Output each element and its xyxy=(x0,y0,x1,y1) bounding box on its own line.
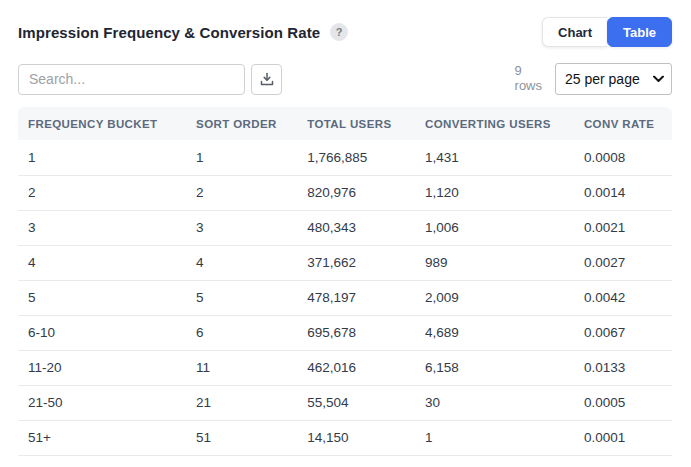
page-size-select[interactable]: 25 per page xyxy=(555,63,672,95)
cell-sort-order: 3 xyxy=(186,210,297,245)
cell-frequency-bucket: 21-50 xyxy=(18,385,186,420)
cell-converting-users: 30 xyxy=(415,385,574,420)
cell-conv-rate: 0.0042 xyxy=(574,280,672,315)
table-row: 1 1 1,766,885 1,431 0.0008 xyxy=(18,140,672,175)
cell-sort-order: 21 xyxy=(186,385,297,420)
cell-frequency-bucket: 5 xyxy=(18,280,186,315)
cell-frequency-bucket: 51+ xyxy=(18,420,186,455)
cell-converting-users: 1,006 xyxy=(415,210,574,245)
cell-conv-rate: 0.0067 xyxy=(574,315,672,350)
cell-sort-order: 51 xyxy=(186,420,297,455)
cell-total-users: 1,766,885 xyxy=(297,140,415,175)
row-count-label: rows xyxy=(515,79,542,94)
page-title: Impression Frequency & Conversion Rate xyxy=(18,24,320,41)
cell-conv-rate: 0.0008 xyxy=(574,140,672,175)
help-icon[interactable]: ? xyxy=(330,23,348,41)
cell-sort-order: 11 xyxy=(186,350,297,385)
cell-sort-order: 4 xyxy=(186,245,297,280)
frequency-table: Frequency Bucket Sort Order Total Users … xyxy=(18,107,672,456)
cell-frequency-bucket: 11-20 xyxy=(18,350,186,385)
cell-total-users: 695,678 xyxy=(297,315,415,350)
table-row: 3 3 480,343 1,006 0.0021 xyxy=(18,210,672,245)
cell-sort-order: 6 xyxy=(186,315,297,350)
controls-row: 9 rows 25 per page xyxy=(18,63,672,95)
cell-sort-order: 1 xyxy=(186,140,297,175)
cell-total-users: 480,343 xyxy=(297,210,415,245)
column-header-converting-users[interactable]: Converting Users xyxy=(415,107,574,140)
download-icon xyxy=(260,72,274,86)
title-row: Impression Frequency & Conversion Rate ?… xyxy=(18,16,672,48)
table-row: 6-10 6 695,678 4,689 0.0067 xyxy=(18,315,672,350)
table-body: 1 1 1,766,885 1,431 0.0008 2 2 820,976 1… xyxy=(18,140,672,455)
cell-frequency-bucket: 1 xyxy=(18,140,186,175)
table-row: 51+ 51 14,150 1 0.0001 xyxy=(18,420,672,455)
table-row: 2 2 820,976 1,120 0.0014 xyxy=(18,175,672,210)
column-header-total-users[interactable]: Total Users xyxy=(297,107,415,140)
cell-conv-rate: 0.0014 xyxy=(574,175,672,210)
cell-converting-users: 2,009 xyxy=(415,280,574,315)
cell-total-users: 55,504 xyxy=(297,385,415,420)
cell-total-users: 478,197 xyxy=(297,280,415,315)
column-header-conv-rate[interactable]: Conv Rate xyxy=(574,107,672,140)
cell-frequency-bucket: 6-10 xyxy=(18,315,186,350)
cell-converting-users: 1,120 xyxy=(415,175,574,210)
table-row: 4 4 371,662 989 0.0027 xyxy=(18,245,672,280)
row-count: 9 rows xyxy=(515,64,542,94)
cell-converting-users: 1,431 xyxy=(415,140,574,175)
table-header-row: Frequency Bucket Sort Order Total Users … xyxy=(18,107,672,140)
column-header-sort-order[interactable]: Sort Order xyxy=(186,107,297,140)
cell-sort-order: 5 xyxy=(186,280,297,315)
column-header-frequency-bucket[interactable]: Frequency Bucket xyxy=(18,107,186,140)
cell-total-users: 371,662 xyxy=(297,245,415,280)
cell-conv-rate: 0.0001 xyxy=(574,420,672,455)
table-row: 11-20 11 462,016 6,158 0.0133 xyxy=(18,350,672,385)
cell-total-users: 820,976 xyxy=(297,175,415,210)
cell-conv-rate: 0.0005 xyxy=(574,385,672,420)
impression-frequency-widget: Impression Frequency & Conversion Rate ?… xyxy=(0,0,691,456)
cell-conv-rate: 0.0021 xyxy=(574,210,672,245)
cell-converting-users: 6,158 xyxy=(415,350,574,385)
cell-frequency-bucket: 2 xyxy=(18,175,186,210)
cell-converting-users: 1 xyxy=(415,420,574,455)
cell-sort-order: 2 xyxy=(186,175,297,210)
table-row: 5 5 478,197 2,009 0.0042 xyxy=(18,280,672,315)
search-input[interactable] xyxy=(18,64,245,95)
view-toggle: Chart Table xyxy=(542,17,672,47)
row-count-value: 9 xyxy=(515,64,542,79)
cell-total-users: 14,150 xyxy=(297,420,415,455)
cell-conv-rate: 0.0133 xyxy=(574,350,672,385)
download-button[interactable] xyxy=(251,64,282,95)
cell-converting-users: 4,689 xyxy=(415,315,574,350)
cell-frequency-bucket: 4 xyxy=(18,245,186,280)
cell-total-users: 462,016 xyxy=(297,350,415,385)
cell-frequency-bucket: 3 xyxy=(18,210,186,245)
cell-conv-rate: 0.0027 xyxy=(574,245,672,280)
cell-converting-users: 989 xyxy=(415,245,574,280)
table-view-button[interactable]: Table xyxy=(607,17,672,47)
chart-view-button[interactable]: Chart xyxy=(542,17,607,47)
table-row: 21-50 21 55,504 30 0.0005 xyxy=(18,385,672,420)
